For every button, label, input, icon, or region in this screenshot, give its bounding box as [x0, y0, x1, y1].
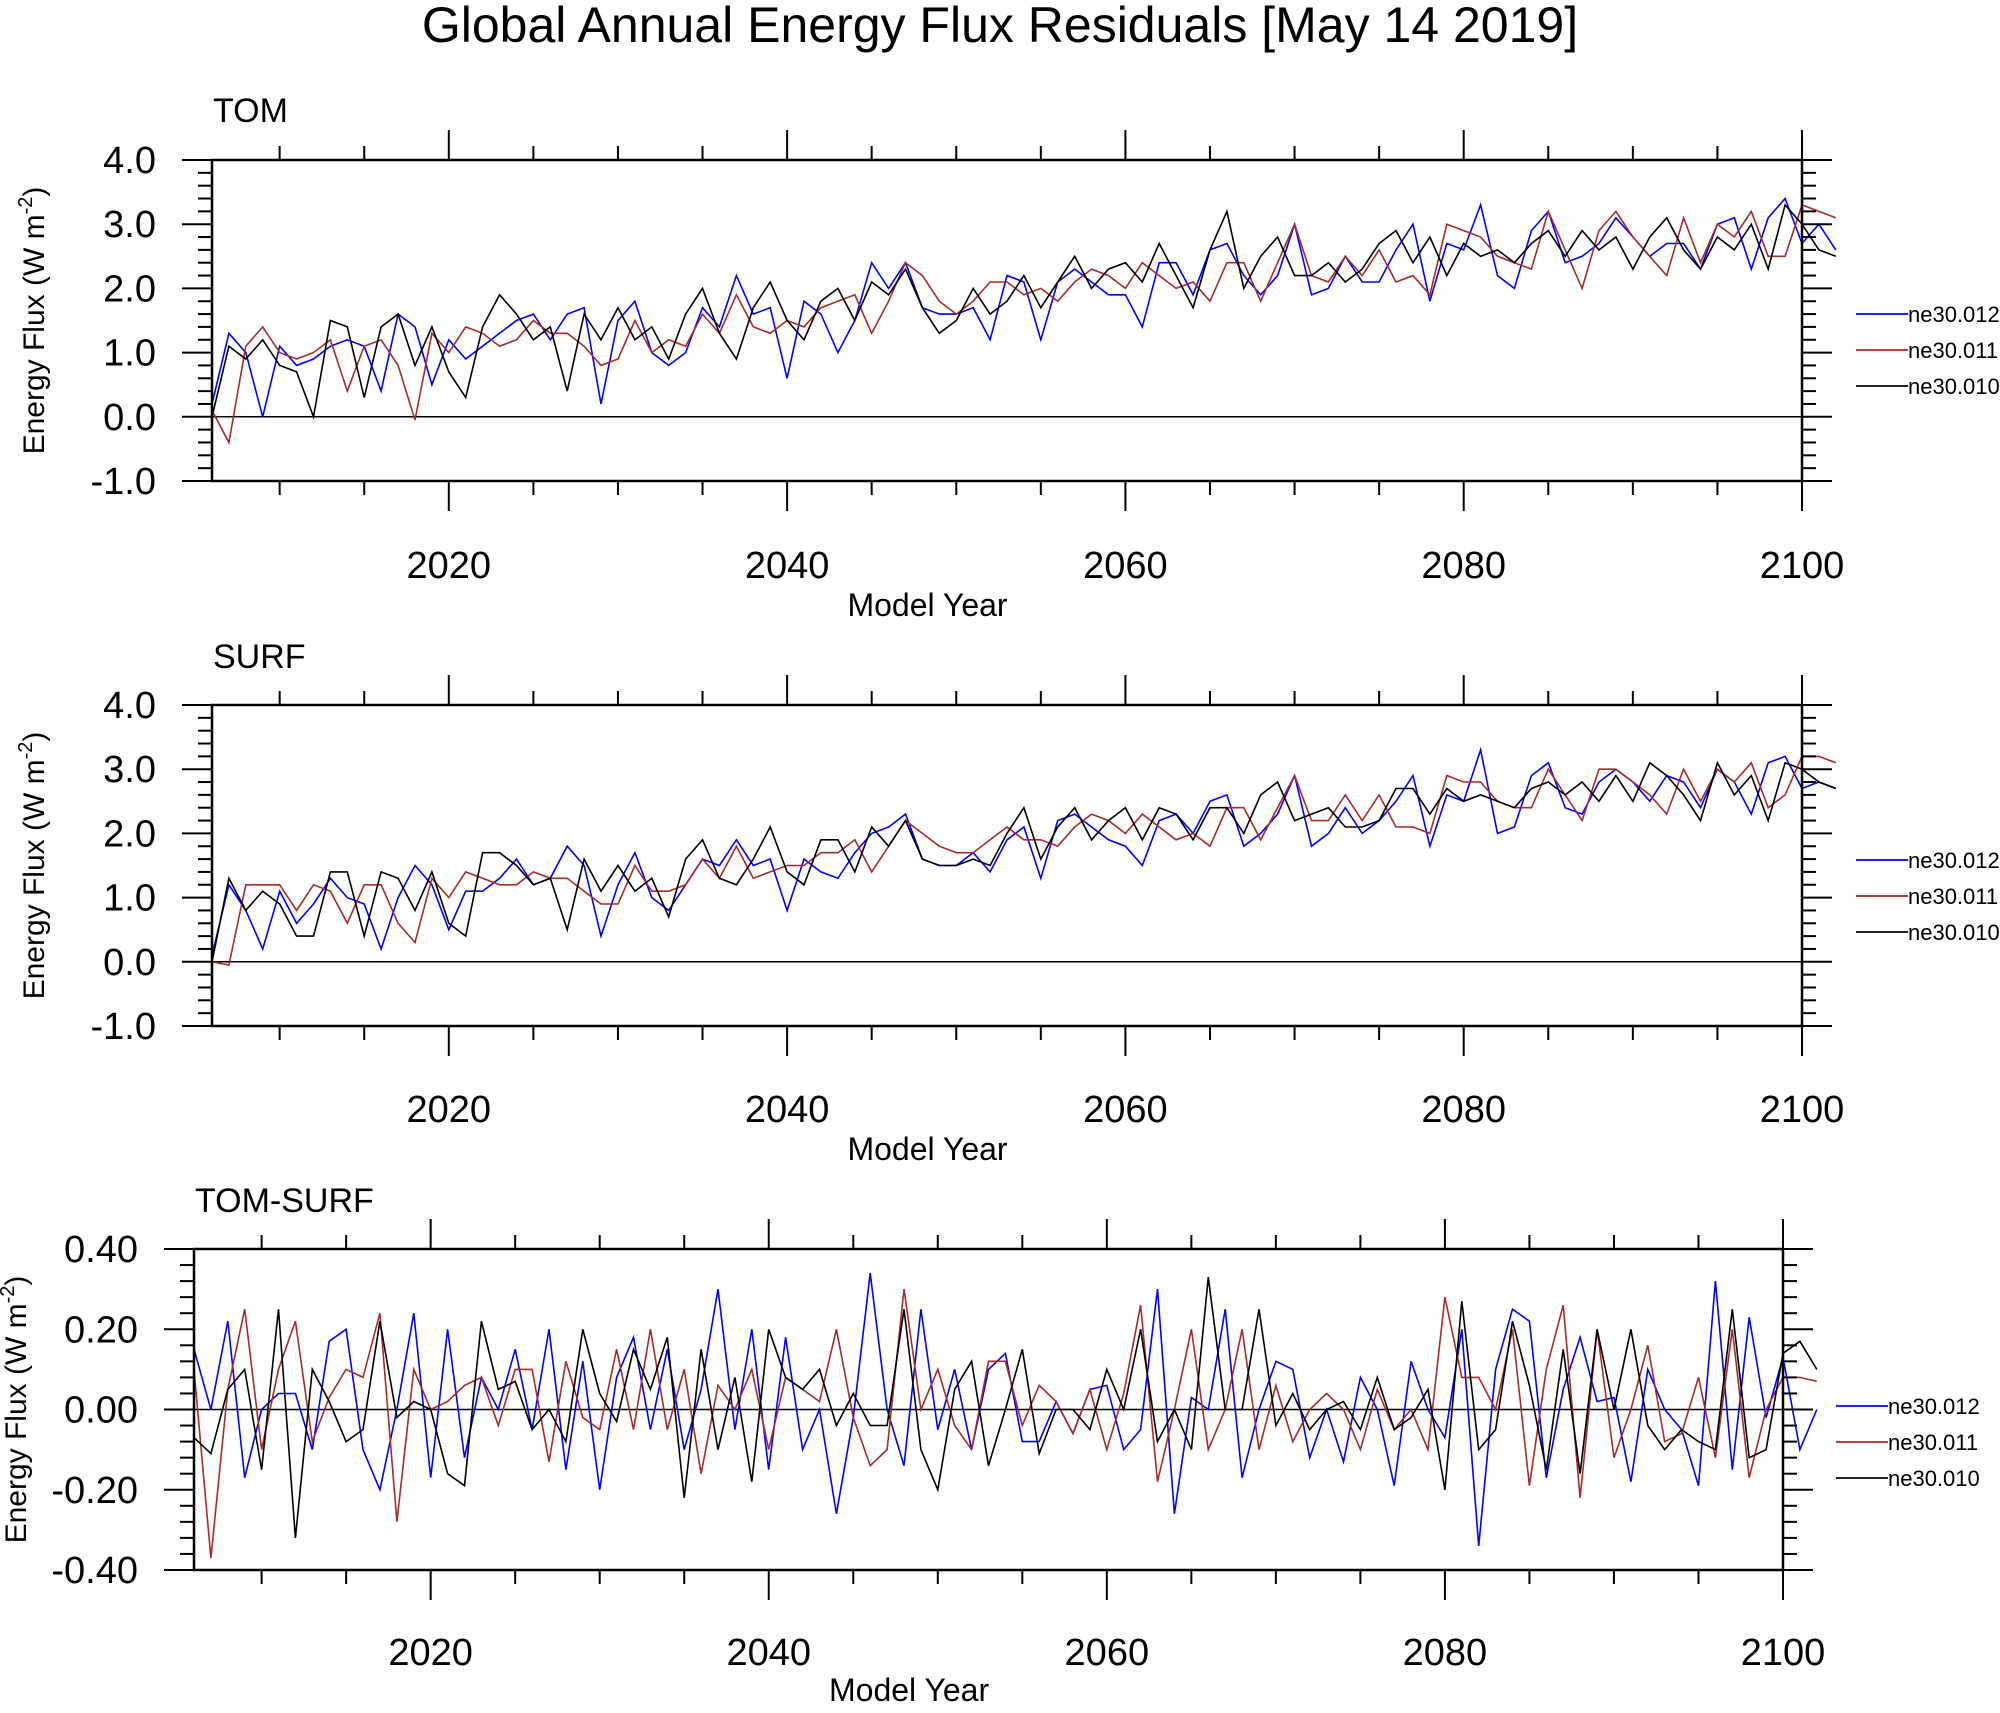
- tom-y-tick-label: 0.0: [103, 397, 156, 439]
- surf-legend-label-ne30-011: ne30.011: [1908, 884, 1998, 909]
- surf-y-axis-label-main: Energy Flux (W m: [18, 759, 51, 999]
- tom-y-axis-label-superscript: -2: [15, 197, 37, 215]
- tom-surf-y-tick-label: 0.00: [64, 1390, 138, 1432]
- surf-y-tick-label: -1.0: [91, 1006, 156, 1048]
- tom-surf-x-tick-label: 2040: [726, 1632, 811, 1674]
- surf-y-axis-label-superscript: -2: [15, 742, 37, 760]
- tom-legend-label-ne30-010: ne30.010: [1908, 374, 2000, 399]
- tom-x-tick-label: 2080: [1421, 545, 1506, 587]
- surf-series-ne30-010: [211, 760, 1837, 962]
- surf-panel-title: SURF: [213, 638, 306, 676]
- surf-y-tick-label: 4.0: [103, 685, 156, 727]
- tom-y-tick-label: 2.0: [103, 268, 156, 310]
- tom-legend-label-ne30-011: ne30.011: [1908, 338, 1998, 363]
- surf-x-tick-label: 2060: [1083, 1089, 1168, 1131]
- tom-surf-x-tick-label: 2020: [388, 1632, 473, 1674]
- tom-x-tick-label: 2040: [745, 545, 830, 587]
- tom-surf-x-tick-label: 2080: [1403, 1632, 1488, 1674]
- tom-surf-x-tick-label: 2100: [1741, 1632, 1826, 1674]
- tom-y-tick-label: 3.0: [103, 204, 156, 246]
- surf-series-ne30-012: [211, 746, 1837, 956]
- surf-y-axis-label: Energy Flux (W m-2): [15, 732, 51, 1000]
- tom-surf-legend-label-ne30-012: ne30.012: [1888, 1394, 1980, 1419]
- surf-x-tick-label: 2080: [1421, 1089, 1506, 1131]
- tom-surf-panel-title: TOM-SURF: [195, 1182, 374, 1220]
- tom-surf-y-tick-label: 0.20: [64, 1309, 138, 1351]
- tom-y-axis-label-close: ): [18, 187, 51, 197]
- surf-x-tick-label: 2040: [745, 1089, 830, 1131]
- tom-surf-y-axis-label-close: ): [0, 1276, 33, 1286]
- surf-plot-frame: [210, 703, 1804, 1028]
- surf-y-axis-label-close: ): [18, 732, 51, 742]
- tom-surf-series-ne30-012: [193, 1273, 1818, 1546]
- tom-legend-label-ne30-012: ne30.012: [1908, 302, 2000, 327]
- tom-panel-title: TOM: [213, 92, 288, 130]
- chart-title: Global Annual Energy Flux Residuals [May…: [422, 0, 1578, 53]
- tom-surf-y-tick-label: -0.40: [51, 1550, 138, 1592]
- surf-x-axis-label: Model Year: [847, 1131, 1007, 1167]
- surf-y-tick-label: 3.0: [103, 749, 156, 791]
- surf-x-tick-label: 2020: [407, 1089, 492, 1131]
- tom-surf-series-ne30-010: [193, 1276, 1818, 1538]
- tom-surf-y-tick-label: -0.20: [51, 1470, 138, 1512]
- tom-surf-legend-label-ne30-011: ne30.011: [1888, 1430, 1978, 1455]
- surf-y-tick-label: 2.0: [103, 813, 156, 855]
- surf-y-tick-label: 0.0: [103, 942, 156, 984]
- surf-series-ne30-011: [211, 755, 1837, 966]
- tom-surf-y-axis-label-superscript: -2: [0, 1286, 19, 1304]
- tom-y-axis-label: Energy Flux (W m-2): [15, 187, 51, 455]
- tom-y-tick-label: -1.0: [91, 461, 156, 503]
- tom-surf-y-axis-label-main: Energy Flux (W m: [0, 1303, 33, 1543]
- tom-surf-y-axis-label: Energy Flux (W m-2): [0, 1276, 33, 1544]
- tom-series-ne30-011: [211, 203, 1837, 445]
- tom-series-ne30-010: [211, 203, 1837, 420]
- tom-surf-x-tick-label: 2060: [1065, 1632, 1150, 1674]
- surf-y-tick-label: 1.0: [103, 878, 156, 920]
- tom-surf-x-axis-label: Model Year: [829, 1672, 989, 1708]
- surf-x-tick-label: 2100: [1760, 1089, 1845, 1131]
- tom-x-tick-label: 2100: [1760, 545, 1845, 587]
- tom-x-axis-label: Model Year: [847, 587, 1007, 623]
- tom-y-tick-label: 1.0: [103, 333, 156, 375]
- tom-plot-frame: [210, 158, 1804, 483]
- tom-y-axis-label-main: Energy Flux (W m: [18, 214, 51, 454]
- tom-x-tick-label: 2060: [1083, 545, 1168, 587]
- surf-legend-label-ne30-012: ne30.012: [1908, 848, 2000, 873]
- tom-surf-y-tick-label: 0.40: [64, 1229, 138, 1271]
- tom-surf-series-ne30-011: [193, 1288, 1817, 1559]
- tom-series-ne30-012: [211, 196, 1837, 418]
- tom-x-tick-label: 2020: [407, 545, 492, 587]
- tom-surf-legend-label-ne30-010: ne30.010: [1888, 1466, 1980, 1491]
- surf-legend-label-ne30-010: ne30.010: [1908, 920, 2000, 945]
- tom-y-tick-label: 4.0: [103, 140, 156, 182]
